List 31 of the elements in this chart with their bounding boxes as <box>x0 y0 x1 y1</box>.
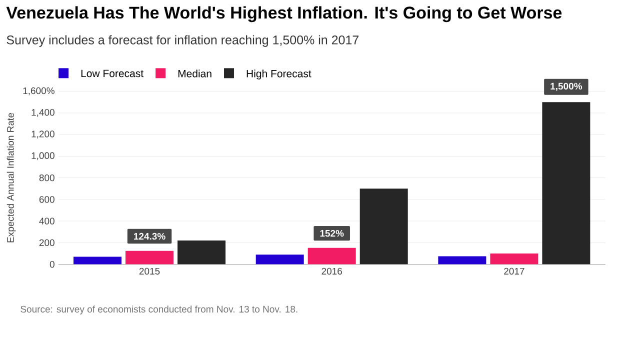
legend-label: Low Forecast <box>81 70 144 78</box>
x-tick-label: 2016 <box>322 268 342 275</box>
x-tick-label: 2015 <box>139 268 160 275</box>
legend-label: High Forecast <box>246 70 312 80</box>
chart-subtitle: Survey includes a forecast for inflation reaching 1,500% in 2017 <box>6 35 358 47</box>
y-axis-title: Expected Annual Inflation Rate <box>6 113 16 242</box>
data-label: 152% <box>320 230 344 237</box>
bar <box>308 248 356 264</box>
y-tick-label: 800 <box>39 174 54 182</box>
source-note: Source: survey of economists conducted from Nov. 13 to Nov. 18. <box>20 306 298 314</box>
bar <box>542 102 590 264</box>
bar <box>74 256 122 264</box>
bar <box>360 188 408 264</box>
y-tick-label: 0 <box>50 260 54 268</box>
bar <box>256 254 304 264</box>
y-tick-label: 600 <box>39 196 54 203</box>
legend-label: Median <box>178 70 212 78</box>
y-tick-label: 1,400 <box>32 109 54 117</box>
chart-title: Venezuela Has The World's Highest Inflation. It's Going to Get Worse <box>6 6 562 22</box>
x-tick-label: 2017 <box>504 268 524 275</box>
bar <box>438 256 486 264</box>
bar <box>126 250 174 264</box>
y-tick-label: 200 <box>39 239 54 246</box>
y-tick-label: 1,600% <box>23 87 54 96</box>
data-label: 1,500% <box>550 82 582 91</box>
bar <box>490 254 538 264</box>
y-tick-label: 400 <box>39 218 54 224</box>
bar <box>178 240 226 264</box>
y-tick-label: 1,000 <box>32 152 54 160</box>
y-tick-label: 1,200 <box>32 130 54 138</box>
data-label: 124.3% <box>134 232 166 240</box>
